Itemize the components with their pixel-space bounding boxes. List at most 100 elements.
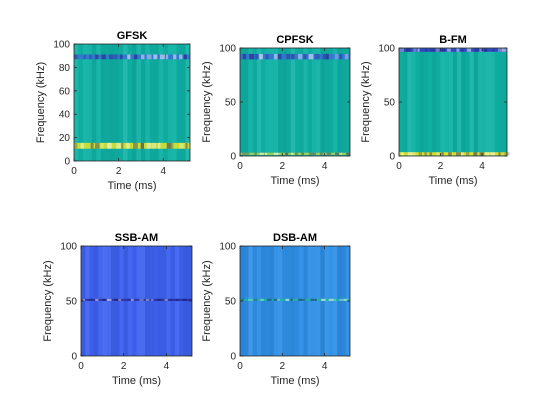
x-tick-label: 0: [237, 161, 243, 172]
heatmap-band-speckle: [456, 152, 461, 156]
x-tick-label: 0: [237, 361, 243, 372]
chart-title: CPFSK: [276, 34, 313, 46]
heatmap-band-speckle: [95, 54, 99, 60]
heatmap-band-speckle: [466, 48, 472, 52]
heatmap-band-speckle: [130, 298, 134, 301]
heatmap-texture-cell: [312, 48, 316, 156]
heatmap-band-speckle: [295, 152, 298, 155]
heatmap-texture-cell: [428, 48, 432, 156]
heatmap-band-speckle: [171, 142, 174, 149]
heatmap-band-speckle: [339, 53, 342, 60]
heatmap-band-speckle: [114, 298, 120, 301]
heatmap-band-speckle: [260, 298, 265, 301]
heatmap-band-speckle: [112, 54, 118, 60]
heatmap-band-speckle: [146, 142, 152, 149]
y-tick-label: 40: [59, 110, 71, 121]
x-tick-label: 4: [164, 361, 170, 372]
heatmap-texture-cell: [132, 44, 137, 161]
heatmap-band-speckle: [417, 48, 420, 52]
heatmap-band-speckle: [101, 54, 106, 60]
chart-title: B-FM: [439, 34, 467, 46]
heatmap-texture-cell: [105, 44, 110, 161]
heatmap-band-speckle: [150, 298, 154, 301]
heatmap-band-speckle: [302, 298, 306, 301]
heatmap-texture-cell: [461, 48, 466, 156]
heatmap-band-speckle: [80, 142, 84, 149]
heatmap-texture-cell: [244, 48, 249, 156]
heatmap-texture-cell: [252, 48, 257, 156]
heatmap-band-1: [240, 53, 350, 60]
heatmap-band-speckle: [461, 48, 464, 52]
heatmap-band-speckle: [169, 298, 173, 301]
heatmap-texture-cell: [248, 48, 252, 156]
heatmap-texture-cell: [136, 44, 141, 161]
x-tick-label: 0: [396, 161, 402, 172]
y-tick-label: 50: [66, 297, 78, 308]
heatmap-band-2: [399, 152, 507, 156]
heatmap-band-speckle: [173, 54, 177, 60]
heatmap-texture-cell: [270, 48, 274, 156]
heatmap-texture-cell: [490, 48, 495, 156]
chart-title: SSB-AM: [115, 232, 158, 244]
heatmap-texture-cell: [477, 48, 483, 156]
heatmap-band-speckle: [126, 142, 130, 149]
heatmap-band-speckle: [259, 152, 264, 155]
heatmap-texture-cell: [91, 44, 97, 161]
heatmap-texture-cell: [265, 48, 269, 156]
x-tick-label: 4: [160, 166, 166, 177]
heatmap-band-speckle: [418, 152, 423, 156]
heatmap-band-speckle: [502, 48, 507, 52]
heatmap-band-speckle: [116, 142, 121, 149]
heatmap-band-speckle: [303, 53, 307, 60]
heatmap-band-speckle: [484, 48, 488, 52]
heatmap-band-speckle: [273, 298, 278, 301]
heatmap-band-speckle: [310, 298, 315, 301]
heatmap-band-speckle: [322, 53, 326, 60]
heatmap-band-speckle: [301, 152, 305, 155]
heatmap-band-speckle: [273, 152, 278, 155]
heatmap-band-speckle: [456, 48, 460, 52]
heatmap-texture-cell: [278, 48, 283, 156]
heatmap-band-speckle: [411, 152, 416, 156]
heatmap-texture-cell: [256, 48, 262, 156]
heatmap-band-1: [399, 48, 507, 52]
y-axis-label: Frequency (kHz): [42, 260, 54, 341]
heatmap-texture-cell: [149, 44, 155, 161]
heatmap-band-speckle: [145, 298, 150, 301]
heatmap-band-speckle: [157, 142, 161, 149]
heatmap-band-speckle: [339, 298, 345, 301]
heatmap-band-speckle: [153, 54, 158, 60]
heatmap-texture-cell: [436, 48, 440, 156]
heatmap-band-speckle: [326, 152, 332, 155]
heatmap-texture-cell: [96, 44, 101, 161]
heatmap-band-speckle: [473, 152, 478, 156]
heatmap-band-2: [74, 54, 190, 60]
heatmap-texture-cell: [282, 48, 287, 156]
heatmap-band-speckle: [255, 53, 259, 60]
x-tick-label: 2: [121, 361, 127, 372]
heatmap-band-speckle: [490, 152, 496, 156]
heatmap-band-speckle: [89, 54, 92, 60]
heatmap-band-speckle: [82, 298, 85, 301]
y-tick-label: 50: [225, 98, 237, 109]
y-tick-label: 50: [384, 98, 396, 109]
heatmap-band-speckle: [485, 152, 490, 156]
heatmap-band-speckle: [436, 152, 439, 156]
heatmap-band-speckle: [441, 48, 446, 52]
heatmap-band-speckle: [277, 298, 280, 301]
heatmap-band-speckle: [127, 54, 131, 60]
heatmap-background: [399, 48, 507, 156]
x-tick-label: 2: [280, 161, 286, 172]
heatmap-band-speckle: [430, 48, 436, 52]
x-tick-label: 4: [322, 361, 328, 372]
heatmap-band-speckle: [298, 53, 303, 60]
heatmap-band-speckle: [321, 298, 326, 301]
heatmap-band-speckle: [334, 53, 339, 60]
y-axis-label: Frequency (kHz): [360, 61, 372, 142]
heatmap-texture-cell: [419, 48, 424, 156]
heatmap-texture-cell: [100, 44, 106, 161]
chart-title: GFSK: [117, 30, 148, 42]
heatmap-band-speckle: [164, 298, 168, 301]
